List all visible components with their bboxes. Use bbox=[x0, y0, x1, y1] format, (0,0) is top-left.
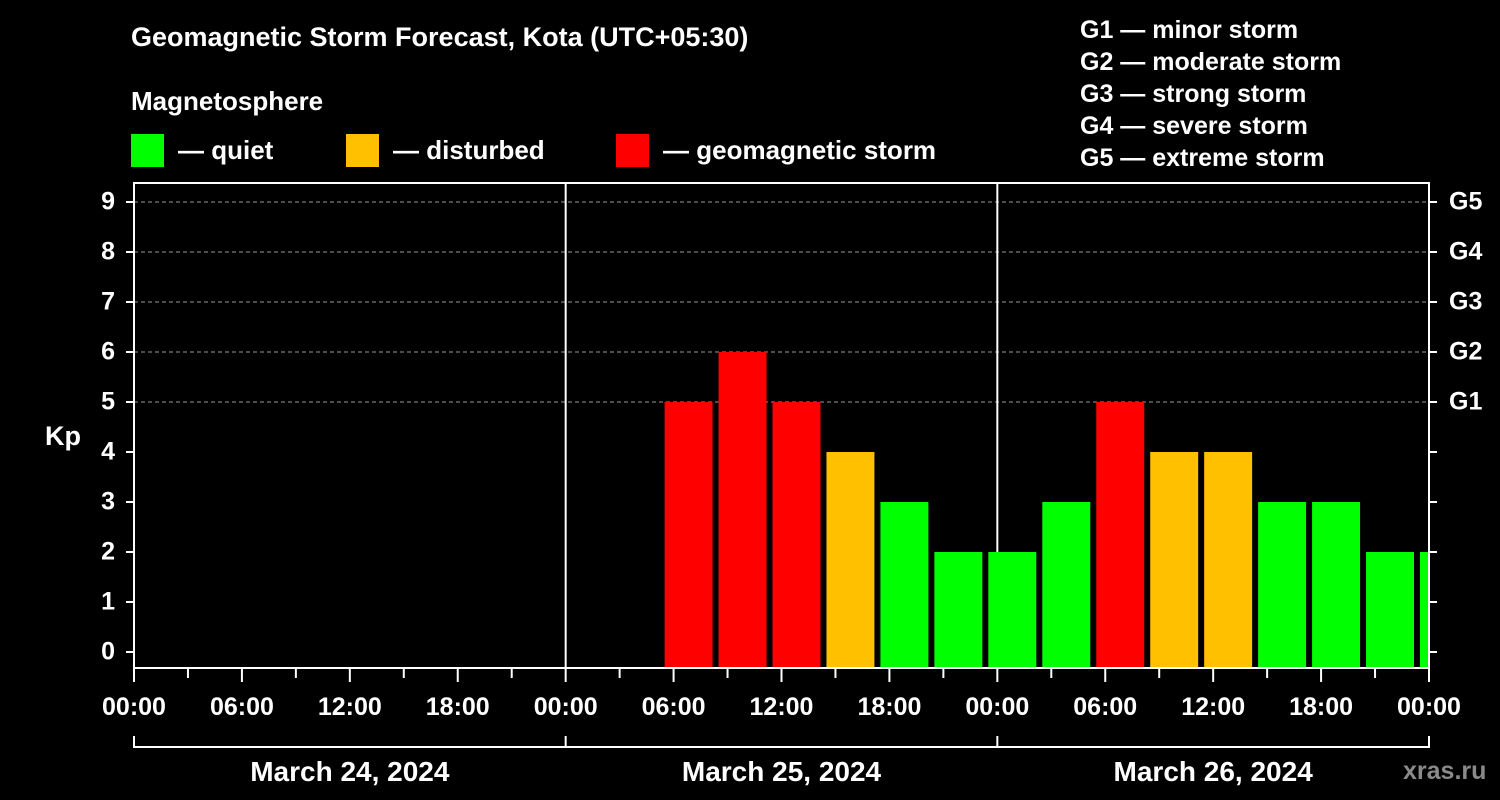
kp-bar-5 bbox=[934, 552, 983, 668]
watermark: xras.ru bbox=[1403, 757, 1487, 785]
chart-axes: 0 1 2 3 4 5 6 7 8 9 G1 G2 G3 G4 G5 00:00 06:00 12:00 18:00… bbox=[101, 182, 1482, 787]
storm-scale-list: G1 — minor storm G2 — moderate storm G3 … bbox=[1080, 14, 1341, 174]
kp-bar-1 bbox=[718, 352, 767, 668]
legend-swatch-disturbed bbox=[346, 133, 379, 167]
legend-swatch-quiet bbox=[131, 133, 164, 167]
storm-level-label-g3: G3 bbox=[1449, 288, 1482, 316]
x-tick-label-8: 00:00 bbox=[965, 693, 1029, 721]
x-tick-label-3: 18:00 bbox=[426, 693, 490, 721]
x-tick-label-10: 12:00 bbox=[1181, 693, 1245, 721]
legend-label-disturbed: — disturbed bbox=[393, 134, 545, 165]
kp-bar-9 bbox=[1150, 452, 1199, 668]
y-axis-label: Kp bbox=[45, 421, 81, 451]
y-tick-label-3: 3 bbox=[101, 488, 115, 516]
y-tick-label-0: 0 bbox=[101, 638, 115, 666]
x-tick-label-9: 06:00 bbox=[1073, 693, 1137, 721]
storm-level-label-g5: G5 bbox=[1449, 188, 1482, 216]
legend-item-storm: — geomagnetic storm bbox=[616, 133, 936, 167]
kp-bar-6 bbox=[988, 552, 1037, 668]
y-tick-label-1: 1 bbox=[101, 588, 115, 616]
y-tick-label-2: 2 bbox=[101, 538, 115, 566]
legend-item-quiet: — quiet bbox=[131, 133, 273, 167]
legend-label-quiet: — quiet bbox=[178, 134, 274, 165]
kp-bar-7 bbox=[1042, 502, 1091, 668]
storm-scale-g4: G4 — severe storm bbox=[1080, 112, 1308, 140]
kp-bar-12 bbox=[1312, 502, 1361, 668]
y-tick-label-9: 9 bbox=[101, 188, 115, 216]
y-tick-label-4: 4 bbox=[101, 438, 115, 466]
day-label-0: March 24, 2024 bbox=[250, 756, 450, 787]
x-tick-label-6: 12:00 bbox=[750, 693, 814, 721]
storm-scale-g1: G1 — minor storm bbox=[1080, 16, 1299, 44]
x-tick-label-4: 00:00 bbox=[534, 693, 598, 721]
x-tick-label-1: 06:00 bbox=[210, 693, 274, 721]
kp-bar-14 bbox=[1420, 552, 1428, 668]
x-tick-label-2: 12:00 bbox=[318, 693, 382, 721]
kp-bar-4 bbox=[880, 502, 929, 668]
kp-bar-11 bbox=[1258, 502, 1307, 668]
legend-heading: Magnetosphere bbox=[131, 86, 324, 116]
storm-level-label-g2: G2 bbox=[1449, 338, 1482, 366]
legend-item-disturbed: — disturbed bbox=[346, 133, 545, 167]
x-tick-label-7: 18:00 bbox=[857, 693, 921, 721]
storm-scale-g2: G2 — moderate storm bbox=[1080, 48, 1342, 76]
day-label-1: March 25, 2024 bbox=[682, 756, 882, 787]
x-tick-label-11: 18:00 bbox=[1289, 693, 1353, 721]
y-tick-label-8: 8 bbox=[101, 238, 115, 266]
kp-bar-0 bbox=[664, 402, 713, 668]
y-tick-label-7: 7 bbox=[101, 288, 115, 316]
kp-bar-13 bbox=[1366, 552, 1415, 668]
kp-bar-3 bbox=[826, 452, 875, 668]
storm-level-label-g1: G1 bbox=[1449, 388, 1482, 416]
kp-bar-2 bbox=[772, 402, 821, 668]
kp-bar-10 bbox=[1204, 452, 1253, 668]
legend-label-storm: — geomagnetic storm bbox=[663, 134, 937, 165]
kp-bar-8 bbox=[1096, 402, 1145, 668]
storm-scale-g5: G5 — extreme storm bbox=[1080, 144, 1325, 172]
legend-swatch-storm bbox=[616, 133, 649, 167]
storm-scale-g3: G3 — strong storm bbox=[1080, 80, 1307, 108]
x-tick-label-12: 00:00 bbox=[1397, 693, 1461, 721]
x-tick-label-5: 06:00 bbox=[642, 693, 706, 721]
storm-level-label-g4: G4 bbox=[1449, 238, 1482, 266]
chart-title: Geomagnetic Storm Forecast, Kota (UTC+05… bbox=[131, 22, 749, 52]
y-tick-label-5: 5 bbox=[101, 388, 115, 416]
x-tick-label-0: 00:00 bbox=[102, 693, 166, 721]
y-tick-label-6: 6 bbox=[101, 338, 115, 366]
day-label-2: March 26, 2024 bbox=[1114, 756, 1314, 787]
kp-bars bbox=[664, 352, 1428, 668]
